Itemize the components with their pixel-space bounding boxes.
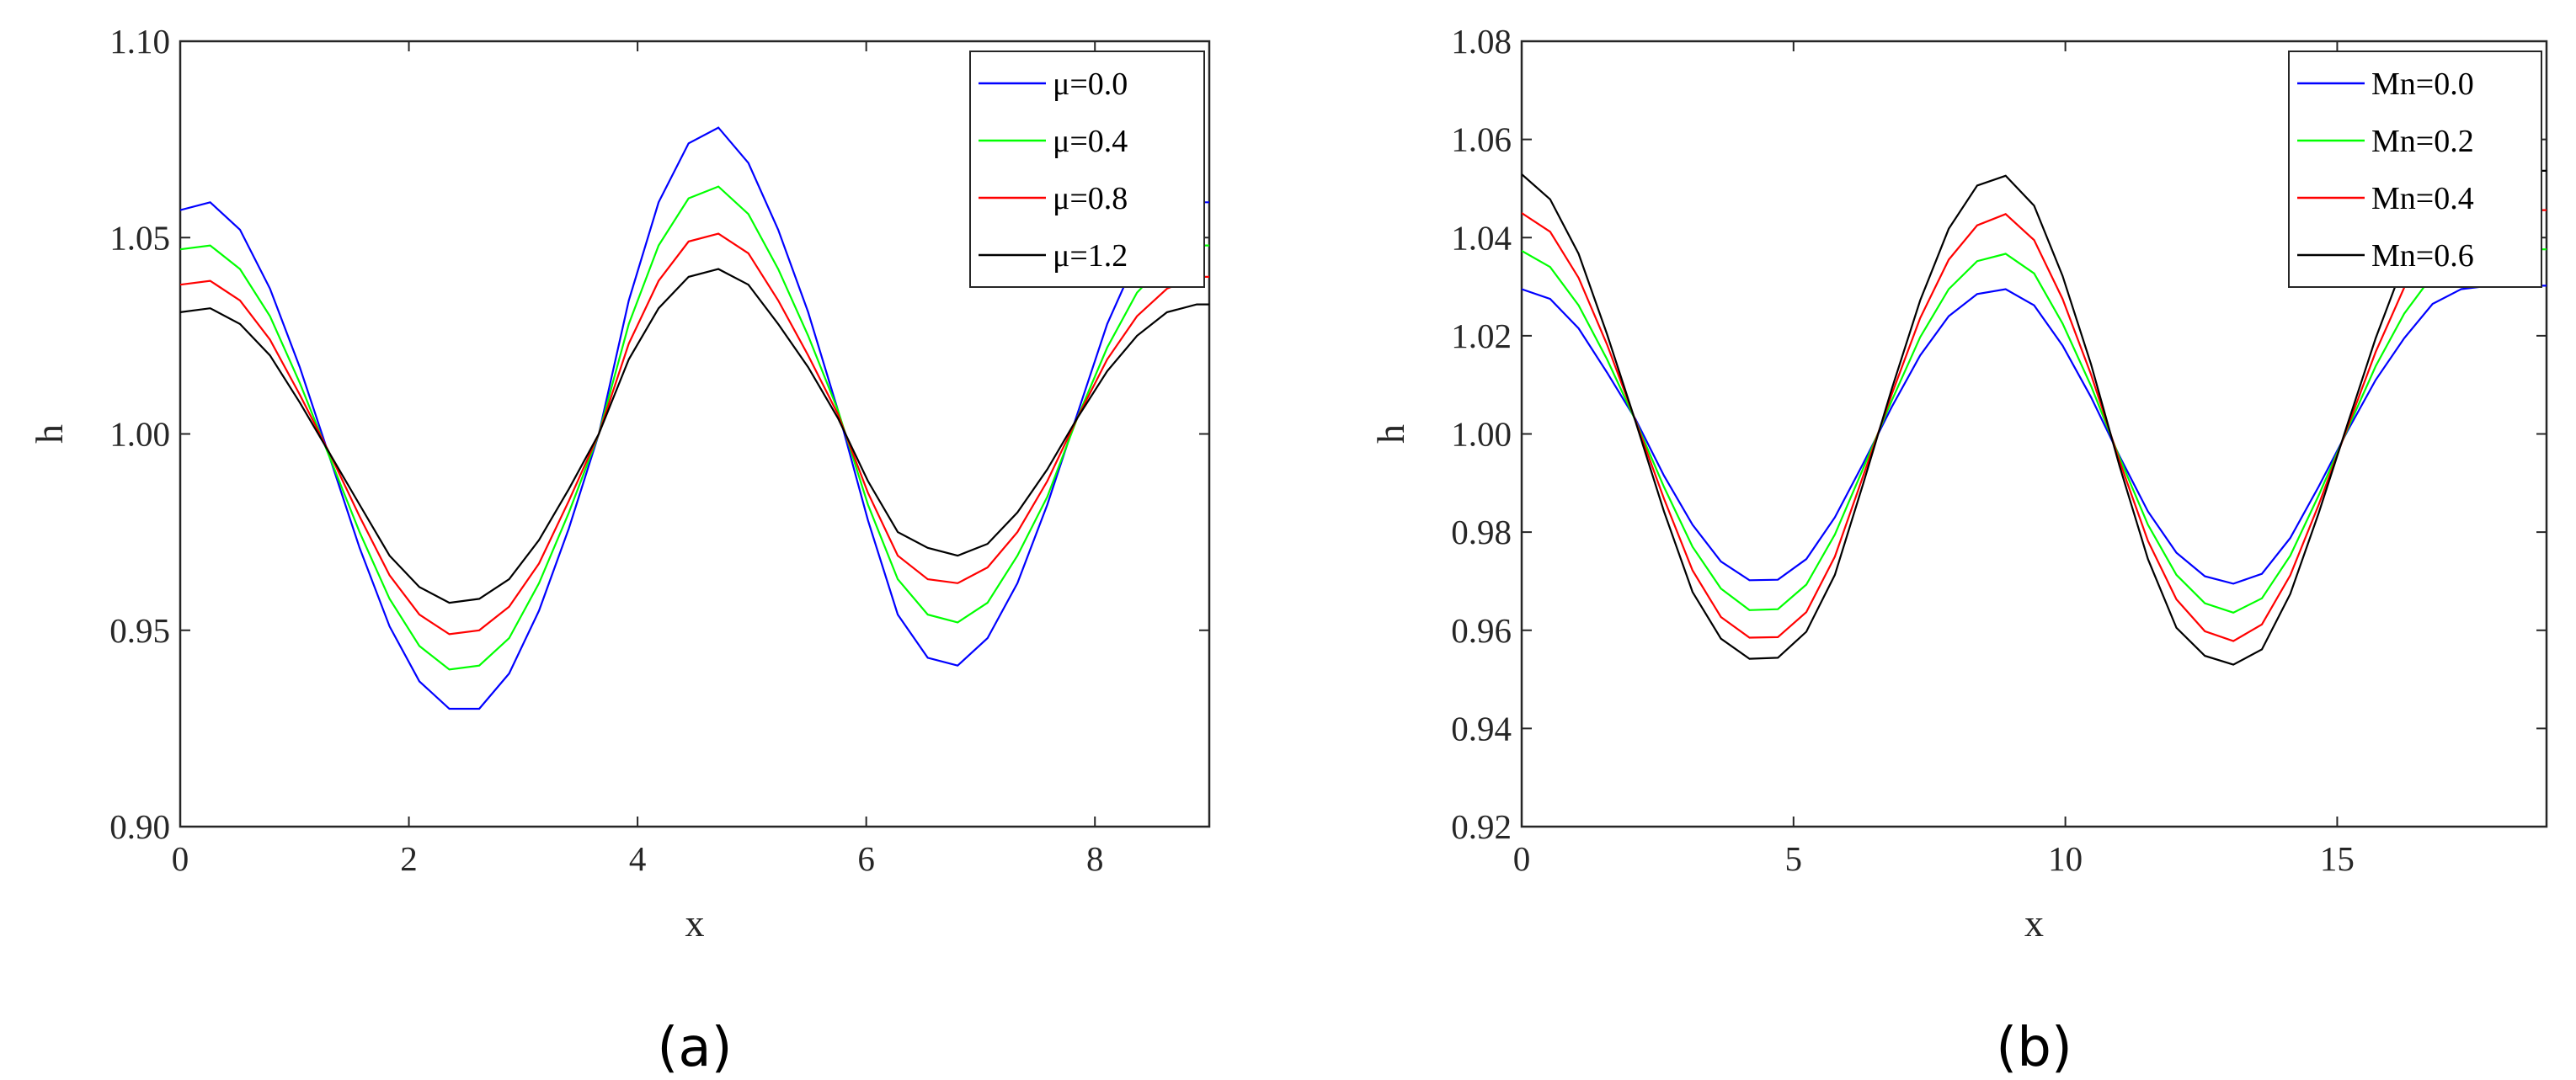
legend: μ=0.0 μ=0.4 μ=0.8 μ=1.2 [969,51,1205,288]
x-tick-label: 6 [857,839,875,878]
legend-box [969,51,1205,288]
legend-label: Mn=0.6 [2371,238,2474,274]
x-axis-label: x [685,902,705,944]
y-tick-label: 1.02 [1451,317,1512,355]
legend-label: μ=0.8 [1053,181,1128,216]
legend-label: μ=0.0 [1053,67,1128,102]
y-tick-label: 0.98 [1451,513,1512,551]
series-line-2 [1522,209,2547,642]
y-tick-label: 1.00 [109,415,170,454]
series-line-1 [180,185,1209,671]
chart-b: 0 5 10 15 0.92 0.94 0.96 0.98 1.00 1.02 1.04 1.06 1.… [1369,22,2548,1079]
legend-label: μ=1.2 [1053,238,1128,274]
y-tick-label: 0.96 [1451,611,1512,650]
x-tick-label: 0 [1513,839,1531,878]
series-line-2 [180,232,1209,636]
legend-label: Mn=0.4 [2371,181,2474,216]
series-line-0 [1522,285,2547,585]
x-tick-label: 5 [1785,839,1803,878]
y-tick-label: 1.05 [109,218,170,257]
y-tick-label: 1.04 [1451,218,1512,257]
figure-caption: (a) [657,1017,732,1079]
legend-label: Mn=0.2 [2371,124,2474,159]
legend: Mn=0.0 Mn=0.2 Mn=0.4 Mn=0.6 [2288,51,2542,288]
y-axis-label: h [1369,424,1412,444]
legend-label: Mn=0.0 [2371,67,2474,102]
y-tick-label: 1.00 [1451,415,1512,454]
x-tick-label: 2 [400,839,418,878]
y-tick-label: 0.94 [1451,709,1512,747]
x-tick-label: 0 [172,839,189,878]
series-line-0 [180,126,1209,710]
y-tick-label: 1.10 [109,22,170,61]
x-tick-label: 8 [1086,839,1104,878]
y-tick-label: 0.95 [109,611,170,650]
y-axis-label: h [28,424,71,444]
x-tick-label: 4 [629,839,647,878]
chart-a: 0 2 4 6 80.900.951.001.051.10xhμ=0.0μ=0.4μ=0… [28,22,1211,1079]
y-tick-label: 1.08 [1451,22,1512,61]
x-axis-label: x [2024,902,2044,944]
series-line-3 [180,268,1209,604]
x-tick-label: 15 [2320,839,2355,878]
figure-caption: (b) [1996,1017,2072,1079]
x-tick-label: 10 [2048,839,2083,878]
y-tick-label: 0.90 [109,807,170,846]
legend-label: μ=0.4 [1053,124,1128,159]
y-tick-label: 0.92 [1451,807,1512,846]
series-line-3 [1522,169,2547,666]
y-tick-label: 1.06 [1451,120,1512,159]
legend-box [2288,51,2542,288]
series-line-1 [1522,248,2547,614]
